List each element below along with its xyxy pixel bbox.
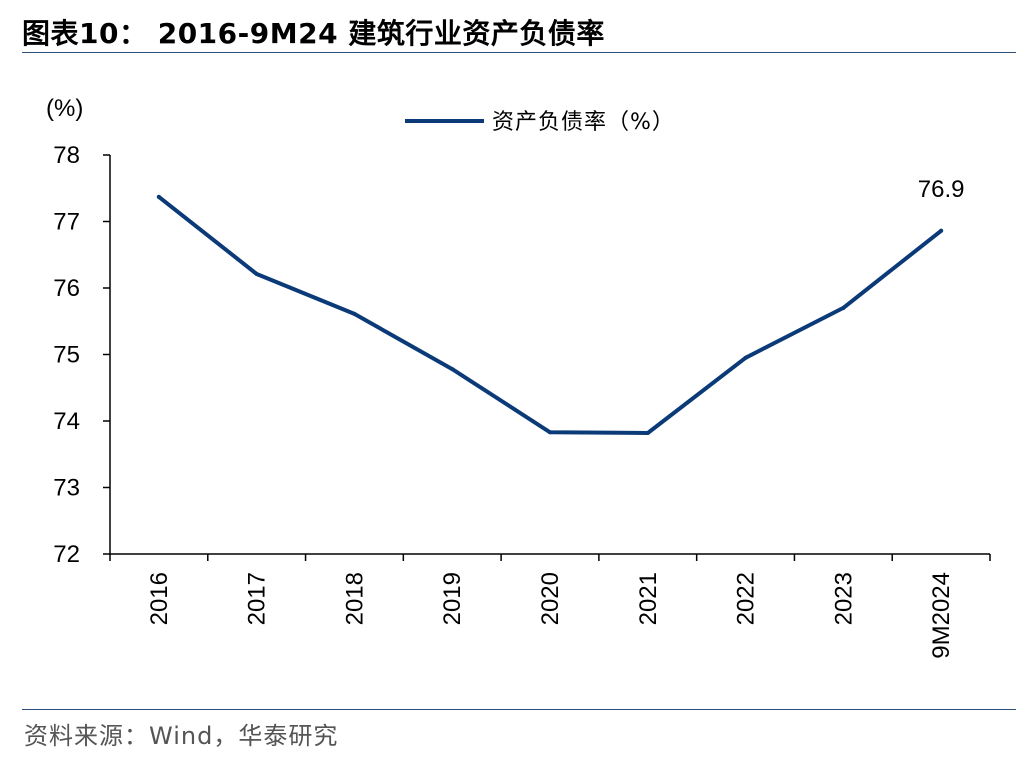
- chart-ticks: 72 73 74 75 76 77 78 (%) 2016 2017 2018 2019 2020 202…: [46, 95, 991, 659]
- chart-series: [156, 194, 944, 435]
- y-tick-label: 76: [53, 275, 80, 302]
- chart-legend: 资产负债率（%）: [405, 110, 675, 135]
- data-point: [156, 194, 161, 199]
- x-tick-label: 2020: [537, 572, 564, 625]
- y-tick-label: 78: [53, 142, 80, 169]
- y-tick-label: 72: [53, 541, 80, 568]
- x-tick-label: 2019: [439, 572, 466, 625]
- y-tick-label: 77: [53, 209, 80, 236]
- y-tick-label: 74: [53, 408, 80, 435]
- chart-axes: [109, 155, 990, 555]
- x-tick-label: 2023: [830, 572, 857, 625]
- x-tick-label: 2017: [244, 572, 271, 625]
- x-tick-label: 2018: [341, 572, 368, 625]
- data-point: [548, 430, 552, 435]
- chart-annotations: 76.9: [918, 176, 965, 203]
- data-point: [352, 311, 357, 316]
- data-point: [645, 430, 650, 435]
- source-rule: [22, 709, 1016, 710]
- y-tick-label: 75: [53, 342, 80, 369]
- line-chart: 72 73 74 75 76 77 78 (%) 2016 2017 2018 2019 2020 202…: [46, 95, 991, 659]
- data-point: [254, 272, 259, 277]
- source-note: 资料来源：Wind，华泰研究: [24, 722, 339, 750]
- data-point: [939, 228, 944, 233]
- x-tick-label: 2021: [635, 572, 662, 625]
- data-point: [450, 367, 455, 372]
- legend-label: 资产负债率（%）: [492, 110, 675, 135]
- x-tick-label: 2022: [733, 572, 760, 625]
- data-point: [743, 355, 748, 360]
- x-tick-label: 2016: [146, 572, 173, 625]
- data-point: [841, 305, 846, 310]
- y-axis-label: (%): [46, 95, 83, 122]
- y-tick-label: 73: [53, 475, 80, 502]
- series-line: [156, 194, 944, 435]
- figure-title: 图表10： 2016-9M24 建筑行业资产负债率: [22, 17, 605, 50]
- data-label: 76.9: [918, 176, 965, 203]
- title-rule: [22, 52, 1016, 53]
- x-tick-label: 9M2024: [928, 572, 955, 659]
